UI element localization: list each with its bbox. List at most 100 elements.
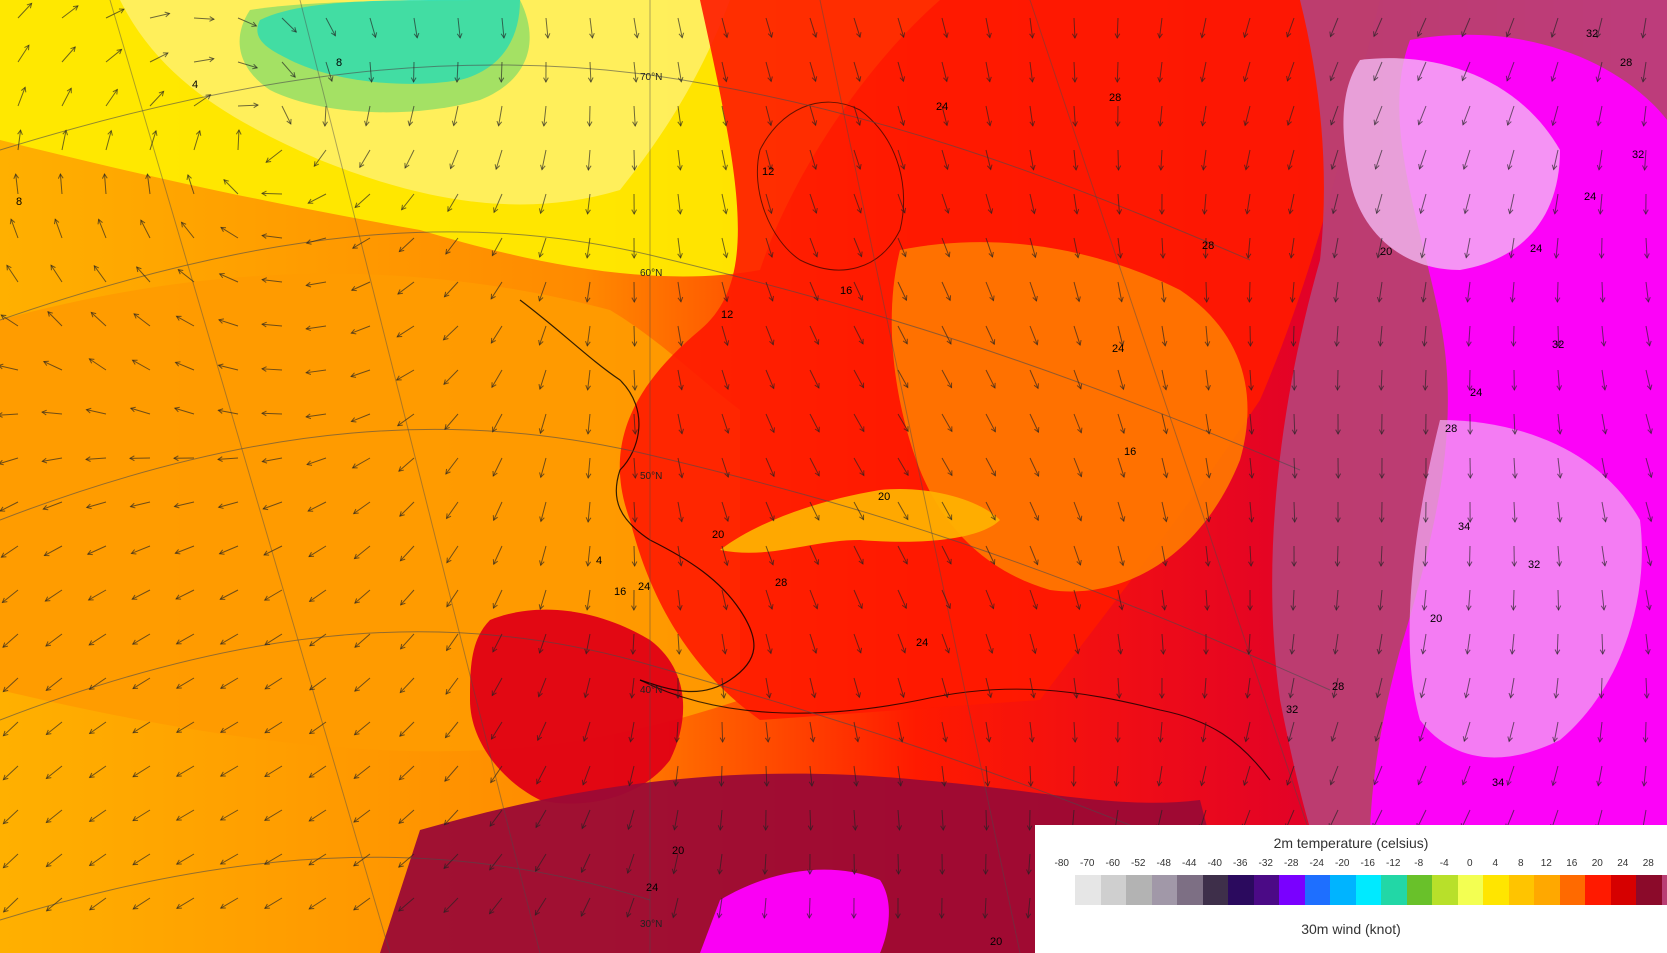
wind-arrow-head — [490, 777, 496, 784]
wind-arrow-shaft — [1288, 721, 1295, 742]
wind-arrow-head — [1162, 428, 1169, 435]
wind-arrow-head — [677, 165, 683, 171]
wind-arrow-shaft — [583, 721, 591, 742]
wind-arrow-shaft — [633, 413, 636, 434]
wind-arrow-shaft — [264, 809, 283, 821]
wind-arrow-head — [986, 120, 993, 127]
wind-arrow-shaft — [1027, 897, 1031, 918]
wind-arrow-shaft — [1329, 17, 1339, 37]
wind-arrow-shaft — [1029, 61, 1033, 82]
wind-arrow-shaft — [1246, 677, 1251, 698]
wind-arrow-shaft — [763, 897, 767, 918]
wind-arrow-head — [768, 295, 774, 302]
wind-arrow-head — [678, 472, 684, 479]
wind-arrow-head — [811, 120, 818, 127]
legend-tick: -44 — [1182, 858, 1197, 869]
wind-arrow-head — [945, 295, 952, 302]
wind-arrow-shaft — [1161, 633, 1164, 654]
wind-label: 24 — [936, 101, 948, 113]
wind-arrow-head — [767, 164, 773, 171]
wind-arrow-head — [1076, 515, 1083, 522]
wind-arrow-shaft — [495, 149, 503, 170]
wind-arrow-head — [628, 736, 634, 743]
wind-arrow-head — [807, 825, 814, 832]
wind-arrow-shaft — [1463, 721, 1471, 742]
wind-arrow-shaft — [809, 721, 814, 742]
wind-arrow-head — [1379, 473, 1385, 480]
wind-arrow-head — [1556, 561, 1563, 567]
wind-arrow-head — [1030, 692, 1036, 699]
wind-arrow-head — [1421, 341, 1428, 347]
wind-arrow-head — [1646, 384, 1653, 391]
wind-arrow-shaft — [445, 677, 459, 695]
wind-arrow-shaft — [985, 721, 990, 742]
wind-arrow-head — [1378, 429, 1385, 436]
wind-arrow-shaft — [809, 677, 816, 698]
wind-arrow-shaft — [351, 325, 371, 334]
wind-arrow-head — [445, 689, 451, 695]
wind-arrow-shaft — [309, 809, 327, 822]
wind-arrow-shaft — [306, 325, 327, 330]
wind-arrow-shaft — [264, 897, 283, 909]
wind-arrow-head — [1378, 561, 1385, 568]
wind-arrow-shaft — [0, 314, 19, 327]
wind-arrow-head — [1034, 471, 1040, 478]
wind-arrow-shaft — [399, 501, 415, 517]
wind-arrow-shaft — [721, 721, 724, 743]
wind-arrow-head — [1506, 779, 1512, 786]
wind-arrow-head — [900, 207, 907, 214]
wind-arrow-head — [1331, 208, 1337, 215]
wind-arrow-head — [175, 683, 182, 689]
wind-arrow-shaft — [399, 765, 415, 781]
wind-arrow-shaft — [1509, 193, 1515, 214]
wind-arrow-head — [631, 385, 638, 392]
wind-arrow-head — [1117, 252, 1123, 259]
wind-arrow-shaft — [808, 897, 811, 919]
wind-arrow-shaft — [540, 501, 547, 522]
wind-arrow-head — [810, 692, 817, 699]
wind-arrow-shaft — [1117, 677, 1120, 698]
wind-arrow-shaft — [941, 721, 947, 742]
wind-arrow-shaft — [677, 501, 683, 522]
wind-arrow-shaft — [1330, 765, 1339, 785]
wind-arrow-shaft — [1073, 193, 1078, 214]
wind-label: 32 — [1586, 28, 1598, 40]
wind-arrow-head — [1160, 649, 1166, 655]
wind-arrow-head — [813, 603, 819, 610]
wind-arrow-shaft — [1642, 17, 1647, 38]
legend-color-swatch — [1636, 875, 1662, 905]
wind-arrow-head — [1599, 297, 1606, 304]
wind-arrow-shaft — [456, 61, 459, 82]
wind-arrow-head — [261, 277, 267, 283]
wind-arrow-shaft — [897, 721, 903, 742]
legend-tick: 0 — [1466, 858, 1473, 869]
wind-arrow-shaft — [309, 677, 327, 691]
wind-arrow-head — [264, 684, 271, 690]
wind-arrow-shaft — [308, 853, 327, 866]
wind-arrow-head — [585, 385, 591, 391]
wind-arrow-shaft — [264, 853, 283, 865]
wind-arrow-shaft — [218, 364, 239, 371]
wind-arrow-head — [1205, 472, 1212, 479]
wind-arrow-head — [1032, 295, 1038, 302]
wind-arrow-head — [131, 639, 138, 645]
wind-arrow-shaft — [1029, 281, 1037, 302]
legend-tick: -32 — [1258, 858, 1273, 869]
wind-arrow-shaft — [581, 853, 591, 873]
wind-arrow-shaft — [10, 219, 19, 239]
latitude-label-50n: 50°N — [640, 471, 662, 482]
wind-arrow-shaft — [352, 237, 371, 249]
wind-arrow-shaft — [677, 325, 682, 346]
legend-color-swatch — [1177, 875, 1203, 905]
latitude-label-60n: 60°N — [640, 268, 662, 279]
wind-arrow-head — [946, 338, 952, 345]
wind-arrow-head — [1334, 341, 1340, 347]
wind-arrow-shaft — [0, 501, 19, 512]
wind-arrow-head — [1072, 165, 1079, 171]
wind-arrow-shaft — [1029, 501, 1039, 521]
wind-arrow-head — [856, 647, 863, 654]
wind-arrow-shaft — [539, 633, 547, 654]
wind-arrow-shaft — [633, 61, 637, 82]
wind-arrow-shaft — [677, 413, 683, 434]
wind-arrow-shaft — [1029, 413, 1039, 433]
